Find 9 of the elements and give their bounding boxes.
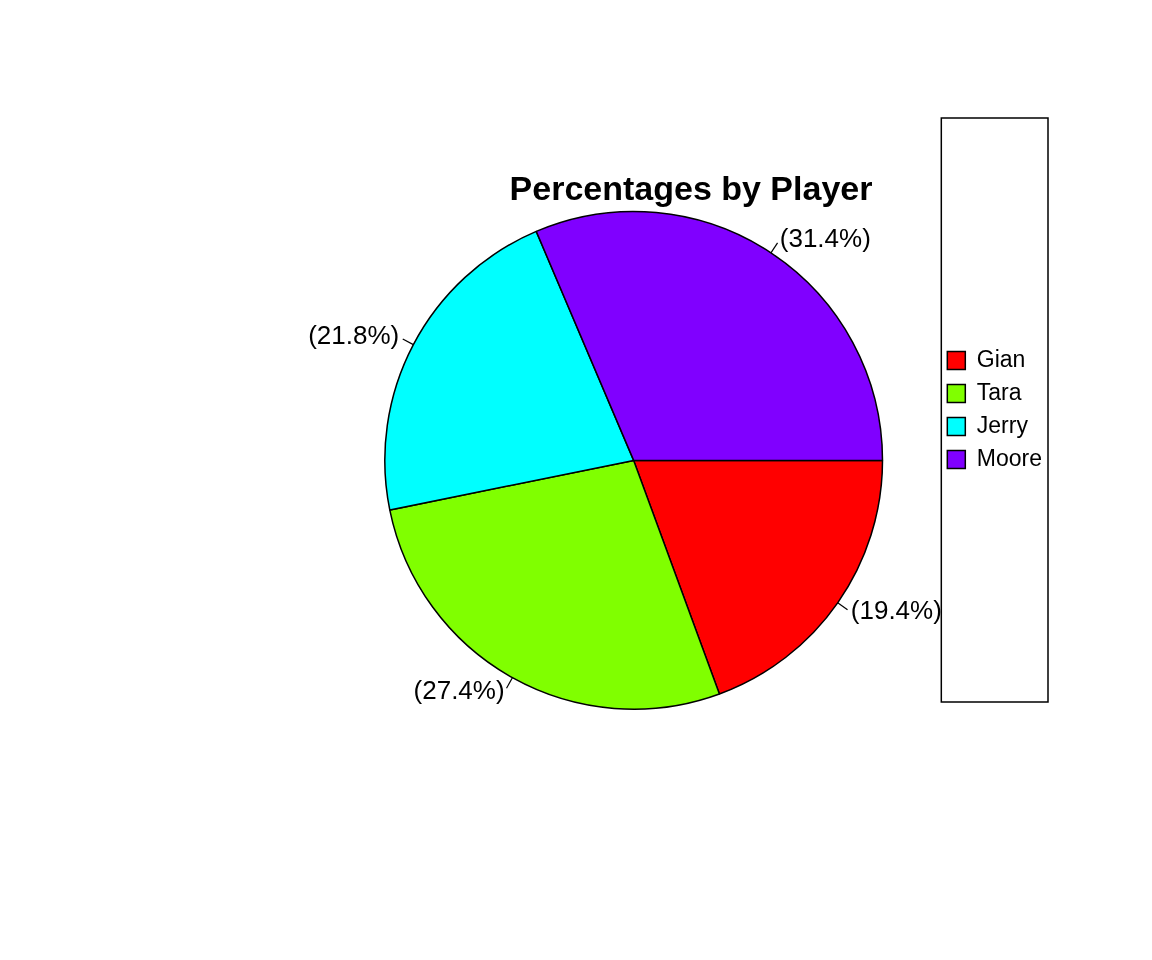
legend-label: Tara — [976, 378, 1022, 405]
legend-label: Jerry — [976, 411, 1029, 438]
legend-label: Gian — [976, 345, 1026, 372]
data-label: (21.8%) — [308, 320, 400, 351]
chart-title: Percentages by Player — [509, 168, 873, 207]
data-label: (31.4%) — [779, 222, 871, 253]
legend-label: Moore — [976, 444, 1043, 471]
data-label: (19.4%) — [850, 595, 942, 626]
data-label: (27.4%) — [413, 674, 505, 705]
